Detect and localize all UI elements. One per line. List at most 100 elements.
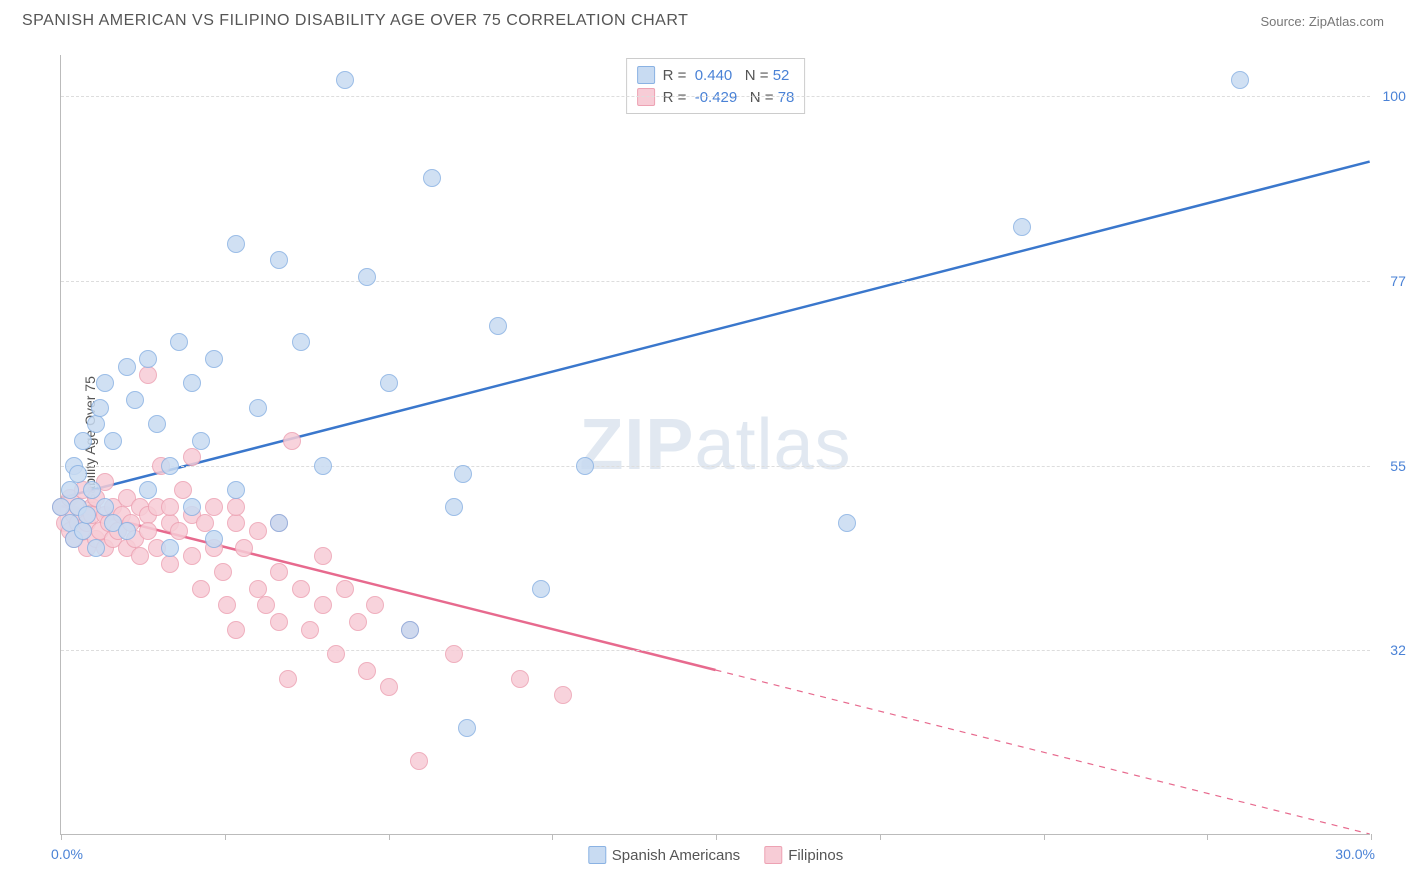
scatter-point-filipino	[183, 448, 201, 466]
scatter-point-filipino	[366, 596, 384, 614]
scatter-point-filipino	[249, 580, 267, 598]
scatter-point-spanish	[532, 580, 550, 598]
scatter-point-filipino	[270, 563, 288, 581]
scatter-point-filipino	[327, 645, 345, 663]
scatter-point-filipino	[183, 547, 201, 565]
scatter-point-filipino	[170, 522, 188, 540]
scatter-point-filipino	[235, 539, 253, 557]
scatter-point-filipino	[279, 670, 297, 688]
scatter-point-spanish	[118, 358, 136, 376]
scatter-point-filipino	[314, 547, 332, 565]
regression-line	[716, 670, 1370, 834]
regression-line	[61, 162, 1369, 498]
legend-swatch	[588, 846, 606, 864]
scatter-point-spanish	[314, 457, 332, 475]
scatter-point-spanish	[69, 465, 87, 483]
scatter-point-filipino	[314, 596, 332, 614]
scatter-point-filipino	[358, 662, 376, 680]
scatter-point-spanish	[87, 415, 105, 433]
scatter-point-spanish	[104, 432, 122, 450]
scatter-point-spanish	[61, 481, 79, 499]
scatter-point-filipino	[139, 366, 157, 384]
scatter-point-spanish	[358, 268, 376, 286]
scatter-point-spanish	[139, 350, 157, 368]
legend-stats-row: R = 0.440 N = 52	[637, 64, 795, 86]
scatter-point-filipino	[270, 613, 288, 631]
scatter-point-spanish	[91, 399, 109, 417]
scatter-point-spanish	[78, 506, 96, 524]
scatter-point-spanish	[192, 432, 210, 450]
legend-stats-text: R = 0.440 N = 52	[663, 67, 790, 84]
scatter-point-spanish	[1013, 218, 1031, 236]
scatter-point-filipino	[139, 522, 157, 540]
x-tick-mark	[880, 834, 881, 840]
scatter-point-filipino	[249, 522, 267, 540]
scatter-point-spanish	[87, 539, 105, 557]
x-tick-mark	[1207, 834, 1208, 840]
x-tick-mark	[389, 834, 390, 840]
x-tick-mark	[1044, 834, 1045, 840]
scatter-point-spanish	[161, 539, 179, 557]
scatter-point-filipino	[283, 432, 301, 450]
scatter-point-spanish	[576, 457, 594, 475]
scatter-point-spanish	[52, 498, 70, 516]
scatter-point-spanish	[458, 719, 476, 737]
scatter-point-filipino	[410, 752, 428, 770]
scatter-point-spanish	[170, 333, 188, 351]
gridline	[61, 281, 1370, 282]
scatter-point-filipino	[227, 621, 245, 639]
scatter-point-spanish	[96, 498, 114, 516]
scatter-point-spanish	[336, 71, 354, 89]
scatter-point-spanish	[139, 481, 157, 499]
gridline	[61, 466, 1370, 467]
scatter-point-spanish	[380, 374, 398, 392]
scatter-point-spanish	[126, 391, 144, 409]
scatter-point-spanish	[96, 374, 114, 392]
watermark: ZIPatlas	[579, 404, 851, 486]
scatter-point-spanish	[183, 374, 201, 392]
scatter-point-filipino	[174, 481, 192, 499]
scatter-point-spanish	[74, 432, 92, 450]
scatter-point-filipino	[511, 670, 529, 688]
legend-label: Filipinos	[788, 847, 843, 864]
scatter-point-spanish	[401, 621, 419, 639]
scatter-point-filipino	[301, 621, 319, 639]
legend-swatch	[637, 66, 655, 84]
scatter-point-spanish	[118, 522, 136, 540]
y-tick-label: 100.0%	[1375, 88, 1406, 104]
scatter-point-filipino	[227, 514, 245, 532]
chart-header: SPANISH AMERICAN VS FILIPINO DISABILITY …	[0, 0, 1406, 38]
gridline	[61, 650, 1370, 651]
scatter-point-filipino	[227, 498, 245, 516]
legend-swatch	[764, 846, 782, 864]
scatter-point-spanish	[148, 415, 166, 433]
x-tick-mark	[225, 834, 226, 840]
scatter-point-filipino	[257, 596, 275, 614]
x-tick-label: 30.0%	[1335, 846, 1375, 862]
legend-item-spanish: Spanish Americans	[588, 846, 740, 864]
scatter-point-spanish	[183, 498, 201, 516]
scatter-point-filipino	[380, 678, 398, 696]
scatter-point-spanish	[270, 514, 288, 532]
scatter-point-filipino	[192, 580, 210, 598]
scatter-point-spanish	[489, 317, 507, 335]
legend-stats-box: R = 0.440 N = 52R = -0.429 N = 78	[626, 58, 806, 114]
scatter-point-spanish	[74, 522, 92, 540]
scatter-point-filipino	[218, 596, 236, 614]
x-tick-mark	[716, 834, 717, 840]
x-tick-mark	[552, 834, 553, 840]
legend-bottom: Spanish Americans Filipinos	[588, 846, 843, 864]
gridline	[61, 96, 1370, 97]
scatter-point-spanish	[227, 481, 245, 499]
scatter-point-spanish	[1231, 71, 1249, 89]
scatter-point-spanish	[227, 235, 245, 253]
watermark-bold: ZIP	[579, 405, 694, 485]
chart-source: Source: ZipAtlas.com	[1260, 14, 1384, 29]
scatter-point-spanish	[445, 498, 463, 516]
scatter-point-spanish	[270, 251, 288, 269]
scatter-point-filipino	[196, 514, 214, 532]
y-tick-label: 32.5%	[1375, 642, 1406, 658]
scatter-point-spanish	[161, 457, 179, 475]
chart-plot-area: Disability Age Over 75 ZIPatlas R = 0.44…	[60, 55, 1370, 835]
scatter-point-filipino	[214, 563, 232, 581]
